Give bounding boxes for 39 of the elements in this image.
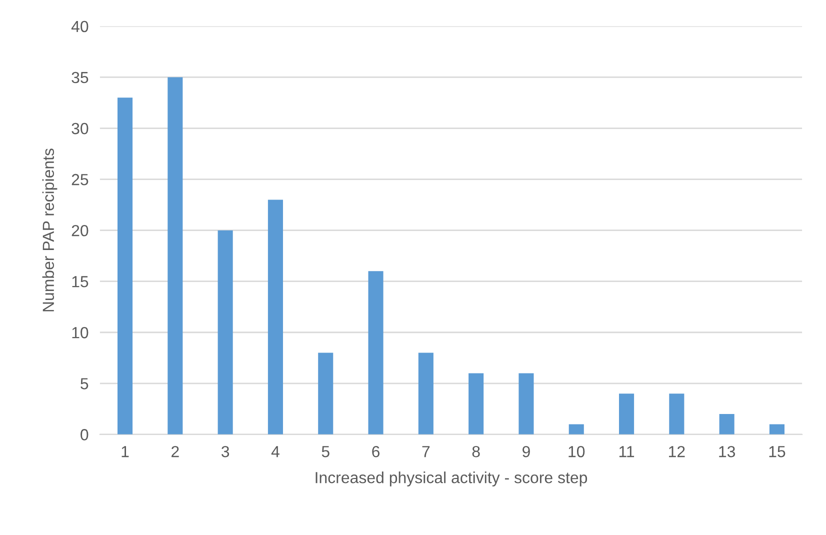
y-tick-label: 30 [72,122,88,134]
x-tick-label: 2 [172,446,179,458]
y-tick-label: 40 [71,20,88,32]
y-tick-label: 35 [72,72,88,84]
y-tick-label: 10 [72,327,88,338]
bar [719,414,734,434]
x-tick-label: 5 [322,446,330,458]
y-tick-label: 20 [72,224,88,236]
bar [318,352,334,434]
bar [468,373,484,434]
x-tick-label: 10 [568,446,585,458]
bar [218,230,233,434]
bar [118,98,133,434]
bar [669,394,684,434]
x-tick-label: 9 [522,446,530,458]
x-tick-label: 15 [769,446,786,458]
x-tick-label: 6 [372,446,380,458]
bar [769,424,784,434]
x-tick-label: 3 [221,446,230,458]
bar [518,373,534,434]
y-tick-label: 15 [72,276,88,288]
x-tick-label: 13 [719,446,736,458]
x-tick-label: 4 [271,446,280,458]
y-tick-label: 5 [80,378,88,390]
bar [568,424,584,434]
x-axis-title: Increased physical activity - score step [316,472,588,486]
x-tick-label: 11 [619,446,634,458]
y-tick-label: 0 [80,429,88,440]
bar [418,352,434,434]
bar [168,77,183,434]
y-axis-title: Number PAP recipients [42,148,58,312]
x-tick-label: 1 [122,446,129,458]
x-tick-label: 8 [472,446,480,458]
bar [619,394,634,434]
bar [268,200,283,434]
x-tick-label: 7 [422,446,430,458]
y-tick-label: 25 [72,174,88,186]
x-tick-label: 12 [669,446,685,458]
bar [368,271,384,434]
